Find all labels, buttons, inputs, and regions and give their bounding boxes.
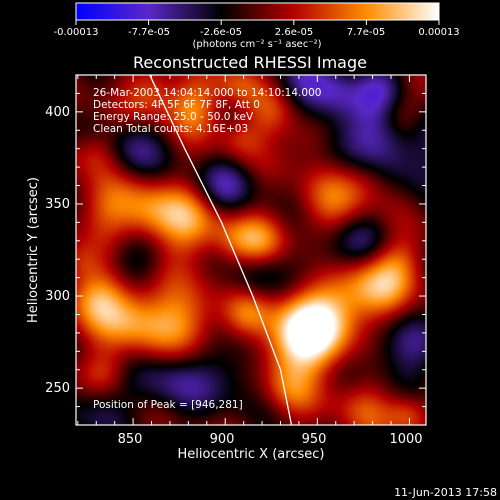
x-tick-label: 900 <box>210 432 235 447</box>
colorbar-ticks <box>75 20 440 25</box>
y-tick-label: 250 <box>45 381 70 396</box>
peak-position-label: Position of Peak = [946,281] <box>93 399 243 411</box>
colorbar-tick-label: -0.00013 <box>54 27 99 38</box>
solar-limb-line <box>149 74 293 426</box>
info-total-counts: Clean Total counts: 4.16E+03 <box>93 123 248 135</box>
info-energy-range: Energy Range: 25.0 - 50.0 keV <box>93 111 254 123</box>
axis-ticks <box>76 74 426 426</box>
y-tick-label: 350 <box>45 197 70 212</box>
colorbar-units-label: (photons cm⁻² s⁻¹ asec⁻²) <box>192 39 321 50</box>
colorbar-tick-label: -7.7e-05 <box>128 27 170 38</box>
colorbar-gradient <box>75 2 440 21</box>
colorbar-tick-label: 7.7e-05 <box>347 27 385 38</box>
plot-area: 26-Mar-2003 14:04:14.000 to 14:10:14.000… <box>75 74 427 426</box>
plot-frame <box>75 74 427 426</box>
x-tick-label: 850 <box>118 432 143 447</box>
footer-timestamp: 11-Jun-2013 17:58 <box>394 486 497 499</box>
heatmap-image <box>76 75 426 425</box>
colorbar: -0.00013 -7.7e-05 -2.6e-05 2.6e-05 7.7e-… <box>54 2 460 50</box>
colorbar-tick-label: 2.6e-05 <box>275 27 313 38</box>
x-axis-title: Heliocentric X (arcsec) <box>178 447 325 462</box>
y-tick-label: 400 <box>45 105 70 120</box>
y-axis-title: Heliocentric Y (arcsec) <box>26 177 41 323</box>
x-tick-label: 1000 <box>389 432 422 447</box>
info-time-range: 26-Mar-2003 14:04:14.000 to 14:10:14.000 <box>93 87 321 99</box>
colorbar-tick-label: 0.00013 <box>418 27 459 38</box>
colorbar-tick-label: -2.6e-05 <box>200 27 242 38</box>
x-tick-label: 950 <box>302 432 327 447</box>
info-detectors: Detectors: 4F 5F 6F 7F 8F, Att 0 <box>93 99 260 111</box>
y-tick-label: 300 <box>45 289 70 304</box>
plot-title: Reconstructed RHESSI Image <box>133 53 367 72</box>
